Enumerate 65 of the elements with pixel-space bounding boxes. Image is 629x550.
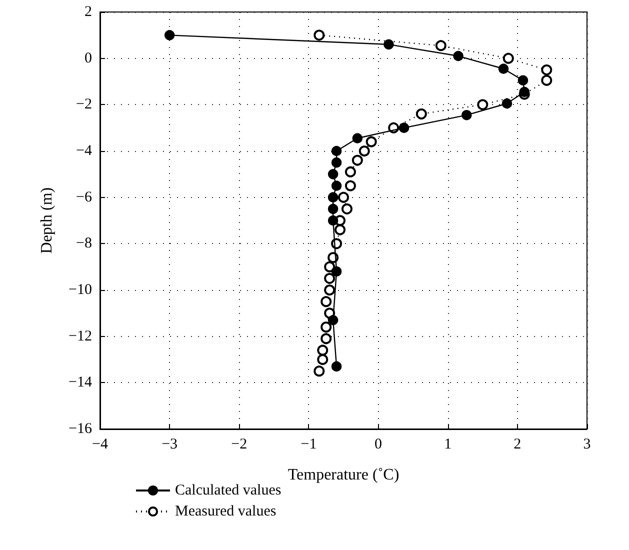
- y-tick-label: −4: [76, 143, 92, 159]
- point: [518, 75, 528, 86]
- point: [314, 366, 325, 377]
- point: [331, 157, 342, 168]
- y-tick-label: −6: [76, 189, 92, 206]
- y-tick-label: −12: [68, 328, 92, 344]
- point: [328, 204, 338, 214]
- point: [416, 108, 427, 120]
- point: [331, 180, 342, 191]
- y-axis-title: Depth (m): [38, 187, 56, 254]
- point: [341, 203, 352, 214]
- point: [477, 99, 488, 110]
- point: [398, 122, 410, 133]
- y-tick-label: −14: [68, 374, 92, 391]
- x-tick-label: 0: [374, 436, 382, 452]
- point: [320, 322, 332, 333]
- point: [331, 146, 342, 156]
- x-tick-label: −3: [162, 436, 178, 452]
- point: [334, 224, 346, 236]
- y-tick-label: −16: [68, 421, 92, 437]
- point: [344, 180, 356, 192]
- point: [324, 284, 336, 296]
- point: [384, 39, 394, 50]
- point: [519, 86, 530, 98]
- legend-label: Measured values: [175, 504, 276, 520]
- y-tick-label: 2: [84, 4, 92, 20]
- point: [331, 361, 342, 372]
- point: [358, 146, 370, 156]
- point: [352, 133, 363, 144]
- point: [328, 215, 338, 226]
- point: [314, 30, 325, 41]
- y-tick-label: −8: [76, 236, 92, 252]
- point: [462, 110, 472, 120]
- x-tick-label: −1: [300, 436, 317, 452]
- point: [324, 261, 336, 272]
- x-axis-title: Temperature (˚C): [288, 466, 400, 484]
- point: [344, 166, 356, 178]
- x-tick-label: 3: [583, 436, 591, 452]
- y-tick-label: −2: [76, 96, 92, 113]
- point: [366, 136, 377, 148]
- point: [331, 266, 342, 277]
- point: [541, 74, 552, 86]
- point: [338, 192, 349, 203]
- point: [328, 315, 338, 326]
- x-tick-label: 2: [514, 436, 522, 452]
- point: [435, 40, 446, 52]
- point: [502, 52, 514, 64]
- point: [453, 50, 464, 62]
- y-tick-label: −10: [68, 282, 92, 298]
- point: [320, 296, 332, 308]
- point: [317, 354, 328, 365]
- x-tick-label: −2: [231, 436, 248, 452]
- point: [328, 169, 338, 180]
- point: [324, 272, 336, 284]
- y-tick-label: 0: [84, 50, 92, 66]
- legend-label: Calculated values: [175, 482, 282, 498]
- point: [320, 333, 332, 344]
- point: [164, 30, 175, 40]
- x-tick-label: 1: [444, 436, 452, 452]
- point: [498, 64, 509, 74]
- point: [317, 344, 328, 356]
- point: [352, 154, 363, 166]
- point: [328, 192, 338, 202]
- point: [502, 98, 512, 109]
- point: [541, 64, 552, 76]
